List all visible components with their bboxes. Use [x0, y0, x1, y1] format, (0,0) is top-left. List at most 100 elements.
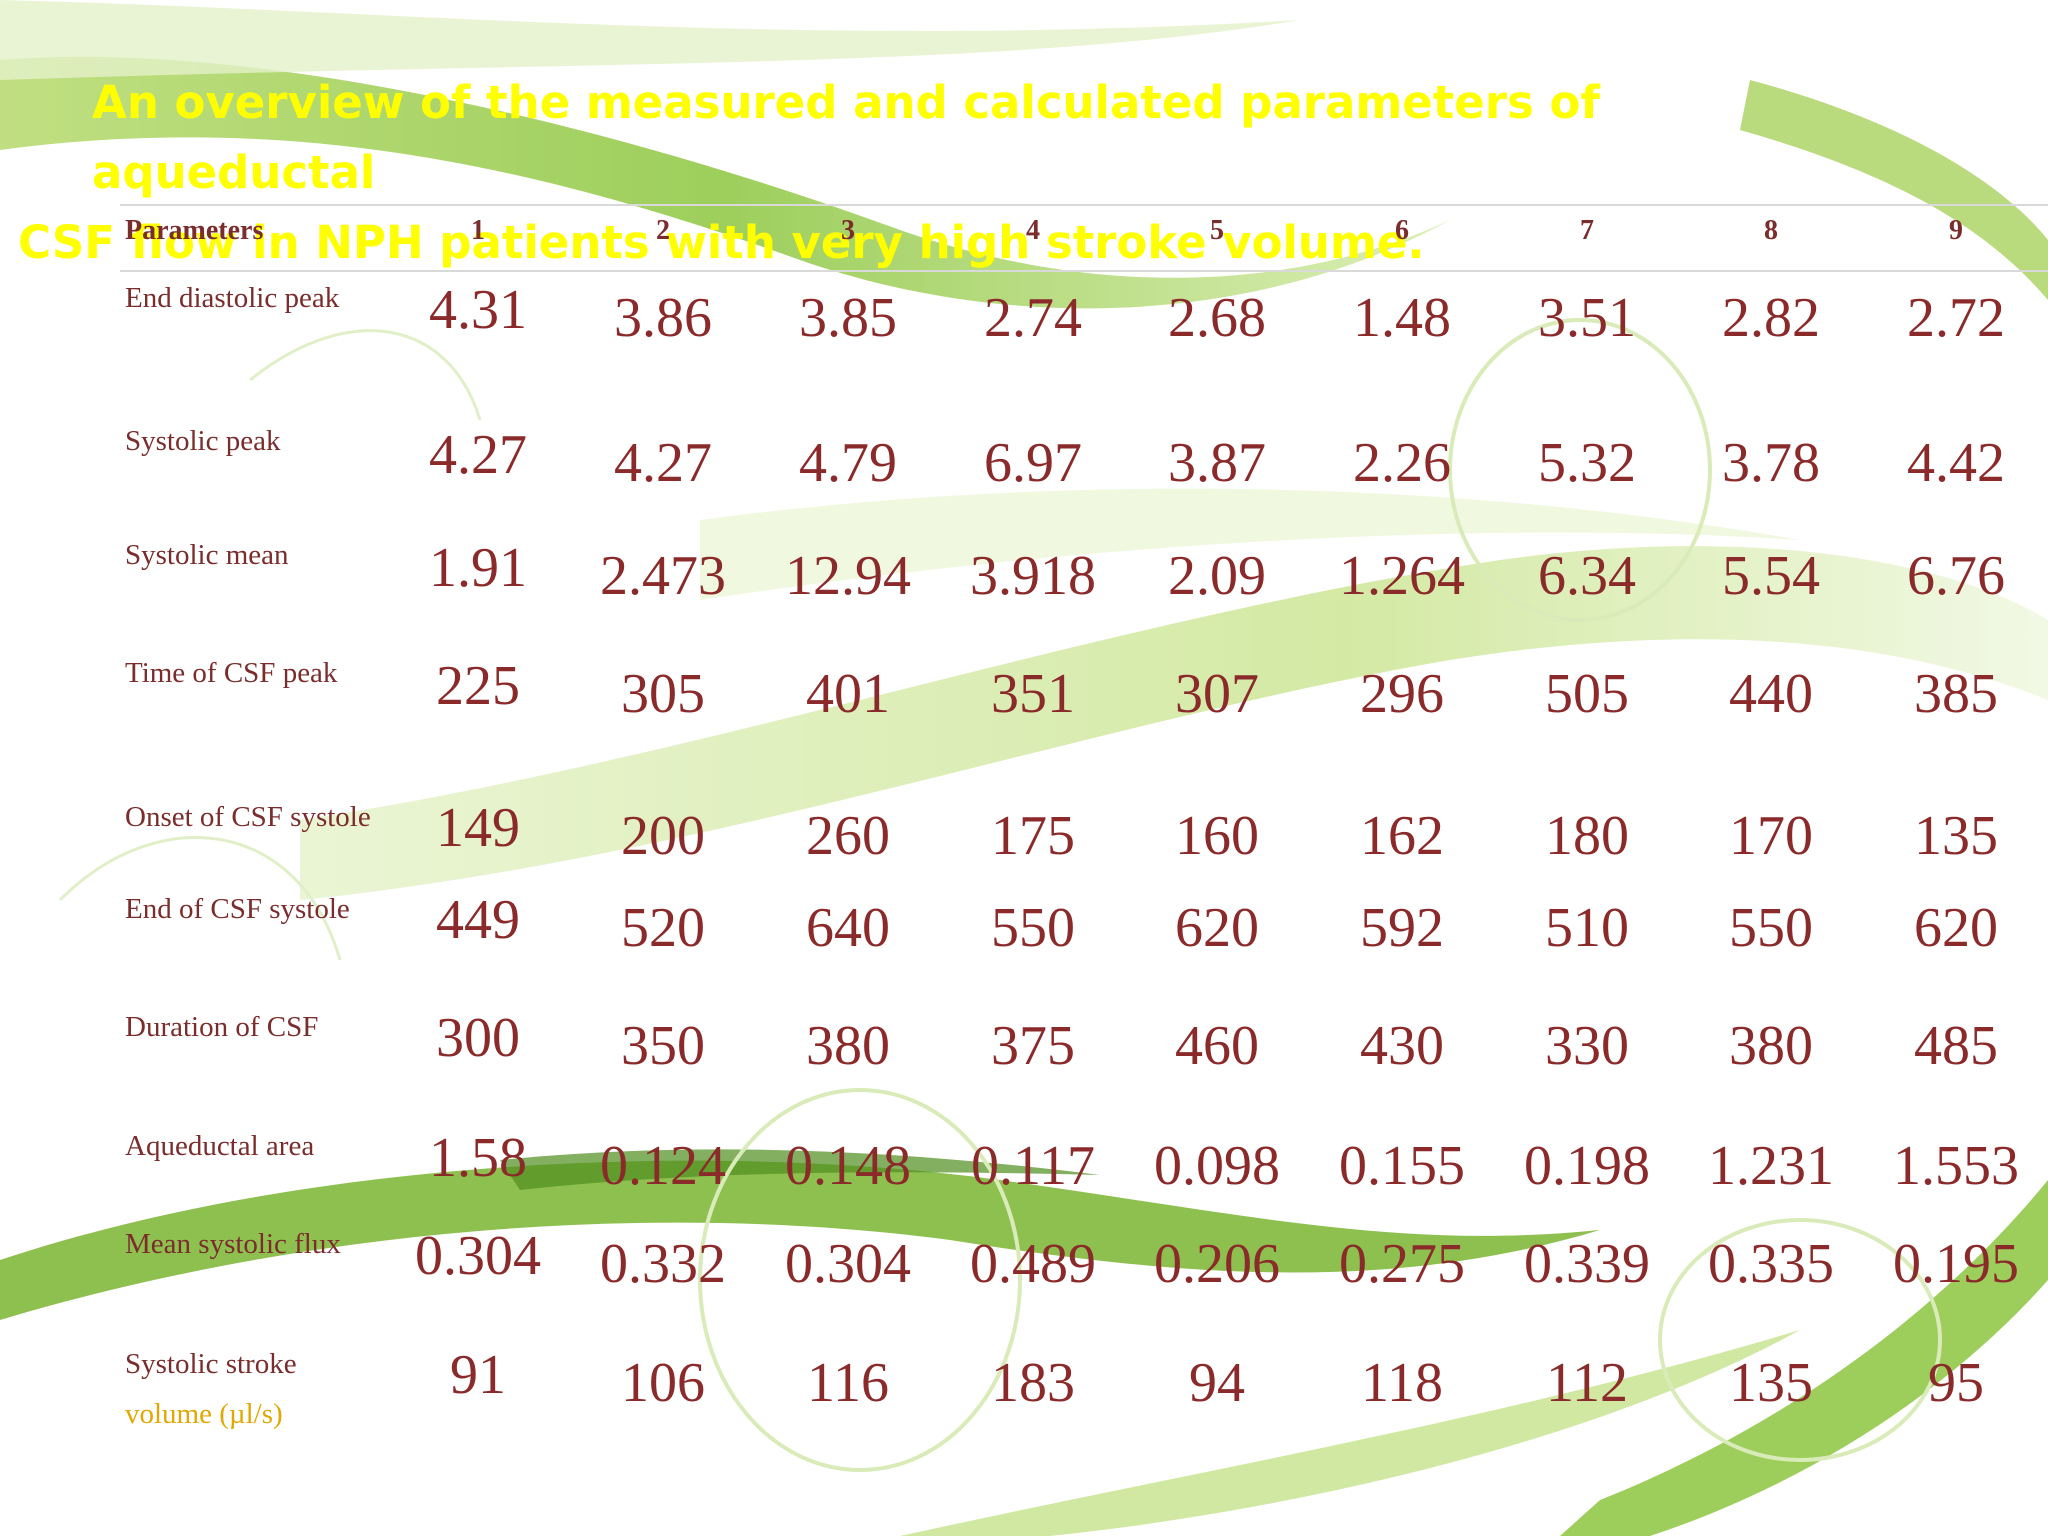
table-cell: 0.195: [1893, 1233, 2019, 1295]
table-cell: 135: [1729, 1352, 1813, 1414]
row-label: Time of CSF peak: [125, 657, 338, 689]
table-cell: 6.97: [984, 432, 1082, 494]
row-label: Systolic mean: [125, 539, 289, 571]
table-cell: 351: [991, 663, 1075, 725]
table-cell: 520: [621, 897, 705, 959]
table-cell: 305: [621, 663, 705, 725]
table-cell: 4.31: [429, 279, 527, 341]
row-label: Mean systolic flux: [125, 1228, 341, 1260]
table-cell: 592: [1360, 897, 1444, 959]
table-cell: 620: [1175, 897, 1259, 959]
table-cell: 440: [1729, 663, 1813, 725]
table-cell: 330: [1545, 1015, 1629, 1077]
table-cell: 0.275: [1339, 1233, 1465, 1295]
table-cell: 6.34: [1538, 545, 1636, 607]
table-cell: 0.339: [1524, 1233, 1650, 1295]
table-cell: 375: [991, 1015, 1075, 1077]
table-cell: 0.335: [1708, 1233, 1834, 1295]
table-cell: 116: [807, 1352, 889, 1414]
table-cell: 112: [1546, 1352, 1628, 1414]
header-col-9: 9: [1949, 215, 1963, 246]
table-cell: 260: [806, 805, 890, 867]
table-cell: 2.26: [1353, 432, 1451, 494]
table-cell: 0.198: [1524, 1135, 1650, 1197]
table-cell: 550: [1729, 897, 1813, 959]
table-cell: 385: [1914, 663, 1998, 725]
table-cell: 160: [1175, 805, 1259, 867]
table-cell: 118: [1361, 1352, 1443, 1414]
header-col-6: 6: [1395, 215, 1409, 246]
table-cell: 0.206: [1154, 1233, 1280, 1295]
table-cell: 3.86: [614, 287, 712, 349]
header-col-8: 8: [1764, 215, 1778, 246]
header-col-2: 2: [656, 215, 670, 246]
table-cell: 4.27: [614, 432, 712, 494]
row-label: End of CSF systole: [125, 893, 350, 925]
row-label: Aqueductal area: [125, 1130, 315, 1162]
table-cell: 485: [1914, 1015, 1998, 1077]
slide-title: An overview of the measured and calculat…: [18, 68, 1818, 278]
row-label: Duration of CSF: [125, 1011, 319, 1043]
header-col-3: 3: [841, 215, 855, 246]
table-cell: 225: [436, 655, 520, 717]
table-cell: 0.148: [785, 1135, 911, 1197]
table-cell: 4.27: [429, 424, 527, 486]
table-cell: 162: [1360, 805, 1444, 867]
header-col-7: 7: [1580, 215, 1594, 246]
table-cell: 91: [450, 1344, 506, 1406]
table-cell: 2.473: [600, 545, 726, 607]
table-cell: 4.79: [799, 432, 897, 494]
table-cell: 0.304: [785, 1233, 911, 1295]
table-cell: 460: [1175, 1015, 1259, 1077]
table-cell: 1.264: [1339, 545, 1465, 607]
table-cell: 3.85: [799, 287, 897, 349]
table-cell: 95: [1928, 1352, 1984, 1414]
table-cell: 505: [1545, 663, 1629, 725]
header-col-1: 1: [471, 215, 485, 246]
table-cell: 149: [436, 797, 520, 859]
table-cell: 106: [621, 1352, 705, 1414]
table-cell: 180: [1545, 805, 1629, 867]
table-cell: 3.918: [970, 545, 1096, 607]
table-cell: 300: [436, 1007, 520, 1069]
table-cell: 1.553: [1893, 1135, 2019, 1197]
table-cell: 12.94: [785, 545, 911, 607]
table-cell: 2.72: [1907, 287, 2005, 349]
table-top-rule: [120, 204, 2048, 206]
table-cell: 0.117: [971, 1135, 1095, 1197]
row-label: Systolic peak: [125, 425, 281, 457]
title-line-2: CSF flow in NPH patients with very high …: [18, 216, 1425, 269]
table-cell: 6.76: [1907, 545, 2005, 607]
table-cell: 430: [1360, 1015, 1444, 1077]
table-cell: 0.124: [600, 1135, 726, 1197]
table-cell: 401: [806, 663, 890, 725]
row-label: Systolic stroke: [125, 1348, 297, 1380]
table-cell: 550: [991, 897, 1075, 959]
table-cell: 135: [1914, 805, 1998, 867]
table-cell: 1.48: [1353, 287, 1451, 349]
table-cell: 94: [1189, 1352, 1245, 1414]
table-cell: 1.91: [429, 537, 527, 599]
table-cell: 2.74: [984, 287, 1082, 349]
table-cell: 380: [1729, 1015, 1813, 1077]
header-col-4: 4: [1026, 215, 1040, 246]
table-cell: 2.68: [1168, 287, 1266, 349]
table-cell: 183: [991, 1352, 1075, 1414]
table-header-rule: [120, 270, 2048, 272]
table-cell: 620: [1914, 897, 1998, 959]
table-cell: 0.489: [970, 1233, 1096, 1295]
header-parameters: Parameters: [125, 215, 264, 246]
table-cell: 449: [436, 889, 520, 951]
table-cell: 200: [621, 805, 705, 867]
row-label: End diastolic peak: [125, 282, 340, 314]
title-line-1: An overview of the measured and calculat…: [92, 76, 1600, 199]
row-label-unit: volume (µl/s): [125, 1398, 283, 1430]
table-cell: 3.87: [1168, 432, 1266, 494]
table-cell: 175: [991, 805, 1075, 867]
table-cell: 3.51: [1538, 287, 1636, 349]
table-cell: 0.304: [415, 1225, 541, 1287]
table-cell: 380: [806, 1015, 890, 1077]
header-col-5: 5: [1210, 215, 1224, 246]
table-cell: 170: [1729, 805, 1813, 867]
